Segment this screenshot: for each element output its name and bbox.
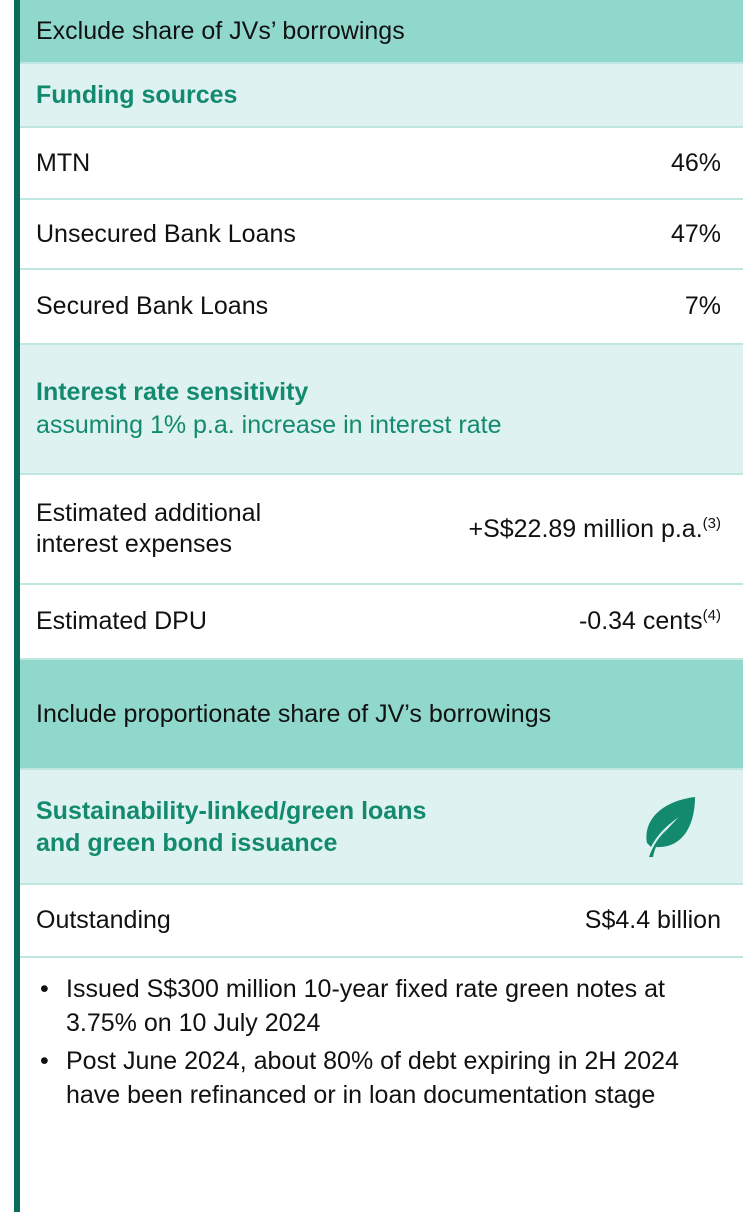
footnote-ref: (3) bbox=[702, 514, 721, 532]
section-subtitle: assuming 1% p.a. increase in interest ra… bbox=[36, 411, 502, 439]
row-value: 47% bbox=[670, 219, 721, 248]
header-title: Exclude share of JVs’ borrowings bbox=[36, 16, 405, 45]
data-row: Unsecured Bank Loans 47% bbox=[20, 200, 743, 270]
section-title: Funding sources bbox=[36, 80, 238, 109]
row-label: MTN bbox=[36, 148, 91, 177]
header-title: Include proportionate share of JV’s borr… bbox=[36, 699, 552, 728]
section-row: Interest rate sensitivity assuming 1% p.… bbox=[20, 345, 743, 475]
row-label: Outstanding bbox=[36, 906, 171, 934]
section-row: Sustainability-linked/green loans and gr… bbox=[20, 770, 743, 885]
header-row: Include proportionate share of JV’s borr… bbox=[20, 660, 743, 770]
row-value: -0.34 cents bbox=[578, 607, 703, 635]
row-label: Unsecured Bank Loans bbox=[36, 219, 296, 248]
row-label: Estimated DPU bbox=[36, 607, 207, 635]
section-row: Funding sources bbox=[20, 64, 743, 128]
data-row: Outstanding S$4.4 billion bbox=[20, 885, 743, 958]
data-row: Secured Bank Loans 7% bbox=[20, 270, 743, 345]
bullet-list: Issued S$300 million 10-year fixed rate … bbox=[20, 958, 743, 1112]
row-value: 46% bbox=[670, 148, 721, 177]
bullet-item: Issued S$300 million 10-year fixed rate … bbox=[36, 972, 723, 1040]
row-value: +S$22.89 million p.a. bbox=[468, 514, 703, 543]
section-title: Interest rate sensitivity bbox=[36, 378, 309, 406]
footnote-ref: (4) bbox=[702, 607, 721, 624]
data-row: MTN 46% bbox=[20, 128, 743, 200]
panel: Exclude share of JVs’ borrowings Funding… bbox=[20, 0, 743, 1116]
row-value: 7% bbox=[684, 292, 721, 320]
data-row: Estimated DPU -0.34 cents(4) bbox=[20, 585, 743, 660]
bullet-item: Post June 2024, about 80% of debt expiri… bbox=[36, 1044, 723, 1112]
leaf-icon bbox=[646, 796, 695, 857]
row-label: Secured Bank Loans bbox=[36, 292, 269, 320]
data-row: Estimated additional interest expenses +… bbox=[20, 475, 743, 585]
section-title: Sustainability-linked/green loans and gr… bbox=[36, 796, 427, 857]
header-row: Exclude share of JVs’ borrowings bbox=[20, 0, 743, 64]
accent-bar bbox=[14, 0, 20, 1212]
row-label: Estimated additional interest expenses bbox=[36, 499, 262, 558]
row-value: S$4.4 billion bbox=[584, 906, 721, 934]
